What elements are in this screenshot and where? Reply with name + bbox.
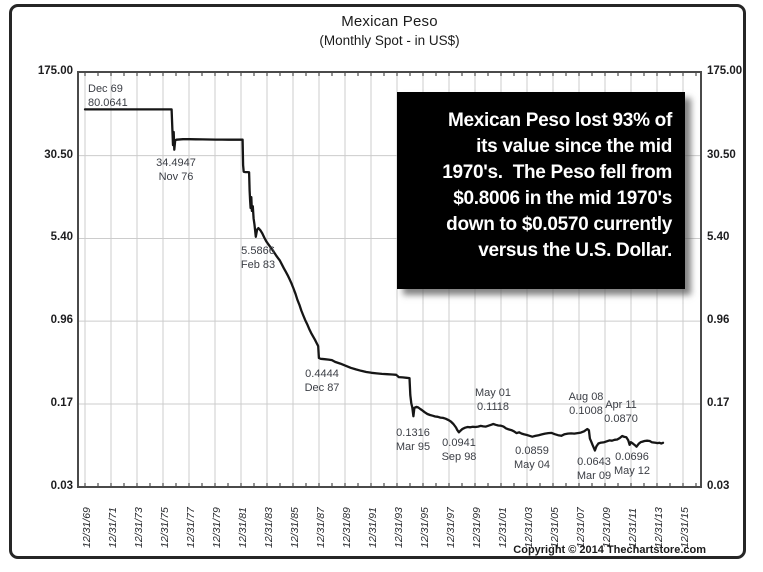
x-axis-label: 12/31/91: [367, 507, 379, 548]
annotation-line: May 04: [513, 458, 551, 471]
y-axis-label-right: 0.03: [707, 480, 730, 492]
annotation-line: 0.4444: [305, 368, 339, 380]
annotation: 5.5866 Feb 83: [241, 245, 275, 272]
y-axis-label-right: 0.17: [707, 397, 730, 409]
annotation-line: 0.1008: [569, 404, 603, 417]
annotation-line: 5.5866: [241, 245, 275, 257]
x-axis-label: 12/31/09: [601, 507, 613, 548]
annotation-line: 34.4947: [156, 157, 196, 169]
x-axis-label: 12/31/05: [549, 507, 561, 548]
y-axis-label-right: 5.40: [707, 231, 730, 243]
annotation: 0.1316 Mar 95: [396, 427, 430, 454]
annotation-line: Nov 76: [158, 170, 194, 183]
y-axis-label-left: 175.00: [37, 65, 73, 77]
x-axis-label: 12/31/97: [445, 506, 457, 548]
x-axis-label: 12/31/71: [107, 507, 119, 548]
annotation: 0.4444 Dec 87: [305, 368, 340, 395]
y-axis-label-right: 175.00: [707, 65, 743, 77]
x-axis-label: 12/31/03: [523, 507, 535, 548]
annotation-line: May 01: [474, 387, 512, 399]
annotation-line: Apr 11: [605, 399, 637, 411]
annotation-line: 0.0870: [604, 412, 638, 425]
annotation: Aug 08 0.1008: [569, 391, 604, 418]
callout-line: versus the U.S. Dollar.: [478, 240, 672, 261]
annotation-line: Dec 69: [88, 83, 123, 95]
x-axis-label: 12/31/87: [315, 506, 327, 548]
x-axis-label: 12/31/13: [653, 507, 665, 548]
x-axis-label: 12/31/77: [185, 506, 197, 548]
callout-line: down to $0.0570 currently: [446, 214, 672, 235]
annotation: 0.0696 May 12: [614, 451, 650, 478]
y-axis-label-left: 5.40: [50, 231, 73, 243]
x-axis-label: 12/31/07: [575, 506, 587, 548]
callout-line: Mexican Peso lost 93% of: [447, 110, 672, 131]
annotation-line: 0.0941: [442, 437, 476, 449]
annotation-line: 0.0859: [515, 445, 549, 457]
callout-line: 1970's. The Peso fell from: [442, 162, 672, 183]
callout-box: Mexican Peso lost 93% of its value since …: [397, 92, 685, 289]
x-axis-label: 12/31/73: [133, 507, 145, 548]
x-axis-label: 12/31/93: [393, 507, 405, 548]
callout-line: $0.8006 in the mid 1970's: [453, 188, 672, 209]
annotation: Dec 69 80.0641: [88, 83, 128, 110]
annotation: 0.0941 Sep 98: [442, 437, 477, 464]
y-axis-label-left: 0.96: [50, 314, 73, 326]
chart-subtitle: (Monthly Spot - in US$): [319, 33, 460, 48]
plot-frame: [77, 71, 702, 488]
y-axis-label-left: 0.17: [50, 397, 73, 409]
x-axis-label: 12/31/99: [471, 507, 483, 548]
y-axis-label-right: 0.96: [707, 314, 730, 326]
annotation-line: Dec 87: [304, 381, 340, 394]
annotation-line: 0.1118: [476, 400, 510, 413]
x-axis-label: 12/31/01: [497, 507, 509, 548]
copyright-notice: Copyright © 2014 Thechartstore.com: [513, 544, 706, 556]
annotation-line: Sep 98: [441, 450, 477, 463]
x-axis-label: 12/31/95: [419, 507, 431, 548]
callout-line: its value since the mid: [476, 136, 672, 157]
x-axis-label: 12/31/75: [159, 507, 171, 548]
annotation-line: Mar 95: [395, 440, 431, 453]
annotation-line: Feb 83: [240, 258, 276, 271]
x-axis-label: 12/31/83: [263, 507, 275, 548]
x-axis-label: 12/31/15: [679, 507, 691, 548]
y-axis-label-right: 30.50: [707, 149, 736, 161]
x-axis-label: 12/31/11: [627, 508, 639, 548]
annotation-line: 0.0643: [577, 456, 611, 468]
annotation: 0.0859 May 04: [514, 445, 550, 472]
annotation: May 01 0.1118: [475, 387, 511, 414]
x-axis-label: 12/31/85: [289, 507, 301, 548]
x-axis-label: 12/31/79: [211, 507, 223, 548]
y-axis-label-left: 30.50: [44, 149, 73, 161]
y-axis-label-left: 0.03: [50, 480, 73, 492]
annotation: Apr 11 0.0870: [604, 399, 638, 426]
annotation: 34.4947 Nov 76: [156, 157, 196, 184]
x-axis-label: 12/31/81: [237, 507, 249, 548]
x-axis-label: 12/31/89: [341, 507, 353, 548]
x-axis-label: 12/31/69: [81, 507, 93, 548]
annotation-line: Mar 09: [576, 469, 612, 482]
annotation-line: Aug 08: [568, 391, 604, 403]
annotation-line: May 12: [613, 464, 651, 477]
annotation-line: 80.0641: [88, 96, 128, 109]
price-line: [83, 108, 665, 452]
annotation-line: 0.1316: [396, 427, 430, 439]
chart-title: Mexican Peso: [341, 13, 438, 30]
annotation-line: 0.0696: [615, 451, 649, 463]
annotation: 0.0643 Mar 09: [577, 456, 611, 483]
